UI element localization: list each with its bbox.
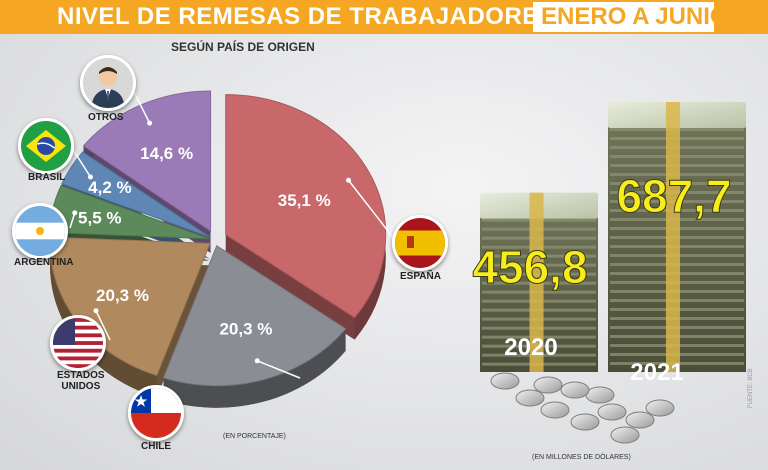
coin-icon — [540, 401, 570, 419]
stack-band-0 — [529, 192, 544, 372]
pie-slice-chile — [162, 244, 347, 387]
pie-leader-dot-1 — [254, 358, 260, 364]
usa-flag-icon — [50, 315, 106, 371]
person-icon — [80, 55, 136, 111]
pie-slice-otros — [82, 90, 212, 232]
stack-value-2020: 456,8 — [472, 241, 587, 293]
pie-label-1: 20,3 % — [219, 320, 272, 339]
pie-label-3: 5,5 % — [78, 209, 121, 228]
label-estados-unidos: ESTADOS UNIDOS — [57, 370, 105, 392]
pie-leader-3 — [69, 212, 76, 229]
pie-label-2: 20,3 % — [96, 286, 149, 305]
spain-flag-icon — [392, 215, 448, 271]
pie-labels: 35,1 % 20,3 % 20,3 % 5,5 % 4,2 % 14,6 % — [78, 144, 331, 338]
label-chile: CHILE — [141, 441, 171, 452]
coin-icon — [597, 403, 627, 421]
stack-year-2021: 2021 — [630, 359, 683, 386]
pie-label-0: 35,1 % — [278, 191, 331, 210]
stack-value-2021: 687,7 — [616, 170, 731, 222]
coin-icon — [625, 411, 655, 429]
pie-leader-dot-2 — [93, 308, 99, 314]
pie-leader-lines — [69, 83, 396, 379]
label-argentina: ARGENTINA — [14, 257, 74, 268]
pie-chart-title: SEGÚN PAÍS DE ORIGEN — [171, 40, 315, 54]
coin-icon — [585, 386, 615, 404]
pie-top-layer — [48, 90, 387, 387]
pie-leader-1 — [256, 360, 301, 379]
coins-decoration — [490, 372, 675, 444]
coin-icon — [533, 376, 563, 394]
pie-slice-espana — [225, 94, 387, 319]
money-stack-2020 — [480, 192, 598, 372]
label-espana: ESPAÑA — [400, 271, 441, 282]
brazil-flag-icon — [18, 118, 74, 174]
pie-leader-dot-3 — [72, 210, 78, 216]
pie-label-4: 4,2 % — [88, 178, 131, 197]
pie-leader-dot-5 — [147, 120, 153, 126]
money-stacks — [480, 102, 746, 372]
pie-leader-4 — [71, 147, 92, 178]
label-estados-unidos-line2: UNIDOS — [61, 381, 101, 392]
pie-leader-0 — [347, 179, 396, 241]
percent-note: (EN PORCENTAJE) — [223, 433, 286, 440]
label-estados-unidos-line1: ESTADOS — [57, 370, 105, 381]
title-accent-box — [533, 2, 714, 32]
chile-flag-icon — [128, 385, 184, 441]
coin-icon — [570, 413, 600, 431]
pie-label-5: 14,6 % — [140, 144, 193, 163]
pie-slice-wall-1 — [163, 328, 346, 408]
coin-icon — [645, 399, 675, 417]
stack-labels: 456,8 2020 687,7 2021 — [472, 170, 732, 387]
argentina-flag-icon — [12, 203, 68, 259]
pie-slice-brasil — [61, 151, 211, 238]
pie-leader-dot-0 — [346, 177, 352, 183]
label-otros: OTROS — [88, 112, 124, 123]
coin-icon — [560, 381, 590, 399]
stack-year-2020: 2020 — [504, 334, 557, 361]
coin-icon — [490, 372, 520, 390]
pie-leader-dot-4 — [87, 174, 93, 180]
page-title: NIVEL DE REMESAS DE TRABAJADORES DE — [57, 3, 597, 30]
page-title-accent: ENERO A JUNIO — [541, 3, 729, 30]
coin-icon — [515, 389, 545, 407]
label-brasil: BRASIL — [28, 172, 66, 183]
stack-band-1 — [665, 102, 680, 372]
money-stack-2021 — [608, 102, 746, 372]
source-credit: FUENTE: BCB — [748, 368, 754, 408]
coin-icon — [610, 426, 640, 444]
dollars-note: (EN MILLONES DE DÓLARES) — [532, 454, 631, 461]
pie-leader-2 — [95, 310, 111, 341]
